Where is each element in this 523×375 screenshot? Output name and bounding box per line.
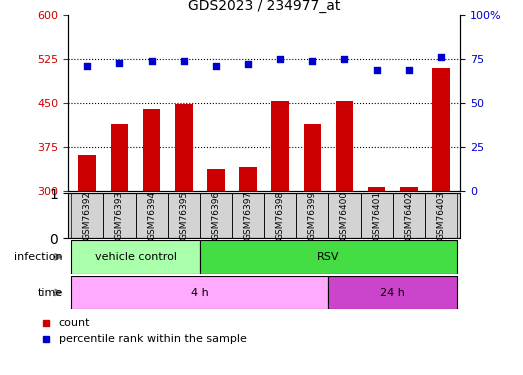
Text: GSM76397: GSM76397 [244, 191, 253, 240]
Text: RSV: RSV [317, 252, 339, 262]
Text: time: time [38, 288, 63, 297]
Text: GSM76399: GSM76399 [308, 191, 317, 240]
Text: GSM76392: GSM76392 [83, 191, 92, 240]
Point [276, 56, 285, 62]
Bar [71, 276, 328, 309]
Bar [71, 240, 200, 274]
Text: 24 h: 24 h [380, 288, 405, 297]
Text: GSM76402: GSM76402 [404, 191, 413, 240]
Point [405, 67, 413, 73]
Text: GSM76398: GSM76398 [276, 191, 285, 240]
Bar [175, 104, 192, 191]
Text: GSM76394: GSM76394 [147, 191, 156, 240]
Bar [200, 240, 457, 274]
Point [372, 67, 381, 73]
Bar [78, 155, 96, 191]
Point [147, 58, 156, 64]
Bar [400, 186, 418, 191]
Text: vehicle control: vehicle control [95, 252, 176, 262]
Point [179, 58, 188, 64]
Text: percentile rank within the sample: percentile rank within the sample [59, 334, 246, 344]
Text: 4 h: 4 h [191, 288, 209, 297]
Text: GSM76401: GSM76401 [372, 191, 381, 240]
Point [340, 56, 349, 62]
Point [437, 54, 445, 60]
Point [308, 58, 316, 64]
Point [212, 63, 220, 69]
Text: count: count [59, 318, 90, 327]
Bar [239, 166, 257, 191]
Text: GSM76403: GSM76403 [437, 191, 446, 240]
Point [115, 60, 123, 66]
Text: GSM76396: GSM76396 [211, 191, 220, 240]
Bar [271, 101, 289, 191]
Text: GSM76393: GSM76393 [115, 191, 124, 240]
Bar [110, 124, 128, 191]
Bar [368, 187, 385, 191]
Text: GSM76395: GSM76395 [179, 191, 188, 240]
Text: GSM76400: GSM76400 [340, 191, 349, 240]
Bar [432, 68, 450, 191]
Bar [143, 109, 161, 191]
Bar [207, 169, 225, 191]
Title: GDS2023 / 234977_at: GDS2023 / 234977_at [188, 0, 340, 13]
Bar [328, 276, 457, 309]
Point [83, 63, 92, 69]
Bar [336, 101, 354, 191]
Bar [303, 124, 321, 191]
Point [244, 62, 252, 68]
Text: infection: infection [14, 252, 63, 262]
